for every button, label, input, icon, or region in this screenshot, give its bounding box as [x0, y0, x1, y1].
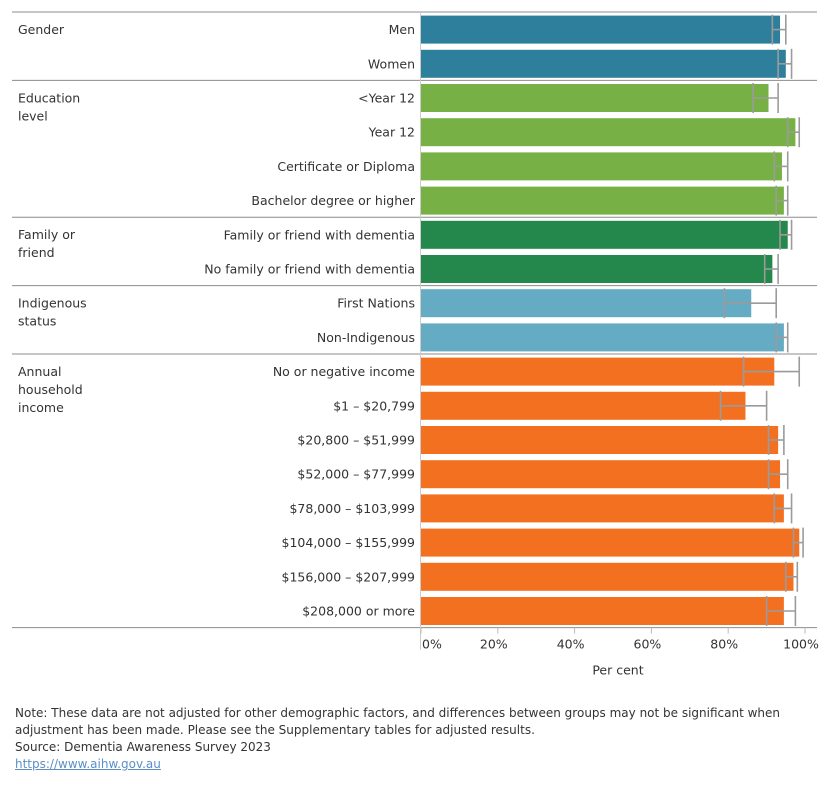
group-label: Education [18, 90, 80, 105]
group-label: Annual [18, 364, 61, 379]
x-tick-label: 100% [783, 637, 819, 652]
bar [421, 186, 784, 215]
category-label: Year 12 [368, 125, 415, 140]
x-tick-label: 80% [710, 637, 738, 652]
bar [421, 118, 796, 147]
bar [421, 357, 775, 386]
x-tick-label: 0% [422, 637, 442, 652]
bar [421, 15, 781, 44]
group-label: household [18, 382, 83, 397]
bar [421, 426, 779, 454]
category-label: Certificate or Diploma [277, 159, 415, 174]
bar [421, 84, 769, 112]
category-label: Men [389, 22, 415, 37]
category-label: Women [368, 56, 415, 71]
category-label: No family or friend with dementia [204, 262, 415, 277]
bar [421, 528, 800, 557]
group-label: level [18, 108, 48, 123]
category-label: No or negative income [273, 364, 415, 379]
bar [421, 289, 752, 318]
group-label: Family or [18, 227, 76, 242]
category-label: $208,000 or more [302, 604, 415, 619]
bar [421, 460, 781, 489]
category-label: $1 – $20,799 [333, 398, 415, 413]
bar [421, 49, 786, 78]
category-label: $104,000 – $155,999 [282, 535, 416, 550]
bar [421, 562, 794, 591]
bar-chart: Gender Men Women Education level <Year 12 Year… [12, 11, 819, 678]
source-link[interactable]: https://www.aihw.gov.au [15, 757, 161, 771]
bar [421, 220, 788, 249]
bar [421, 255, 773, 283]
source-text: Source: Dementia Awareness Survey 2023 [15, 740, 271, 754]
notes-block: Note: These data are not adjusted for ot… [15, 705, 815, 773]
bar [421, 391, 746, 420]
category-label: Non-Indigenous [317, 330, 415, 345]
x-axis-title: Per cent [592, 663, 643, 678]
group-label: income [18, 400, 64, 415]
note-text: Note: These data are not adjusted for ot… [15, 706, 781, 737]
group-label: status [18, 314, 56, 329]
group-label: friend [18, 245, 55, 260]
category-label: $78,000 – $103,999 [289, 501, 415, 516]
category-label: $156,000 – $207,999 [282, 569, 416, 584]
x-tick-label: 20% [480, 637, 508, 652]
x-tick-label: 60% [634, 637, 662, 652]
x-tick-label: 40% [557, 637, 585, 652]
bar [421, 494, 784, 523]
bar [421, 323, 784, 352]
category-label: $52,000 – $77,999 [297, 467, 415, 482]
category-label: $20,800 – $51,999 [297, 433, 415, 448]
bar [421, 152, 782, 181]
category-label: Bachelor degree or higher [251, 193, 415, 208]
category-label: <Year 12 [358, 91, 415, 106]
group-label: Indigenous [18, 296, 87, 311]
category-label: Family or friend with dementia [224, 227, 415, 242]
category-label: First Nations [337, 296, 415, 311]
bar [421, 597, 784, 625]
group-label: Gender [18, 22, 65, 37]
